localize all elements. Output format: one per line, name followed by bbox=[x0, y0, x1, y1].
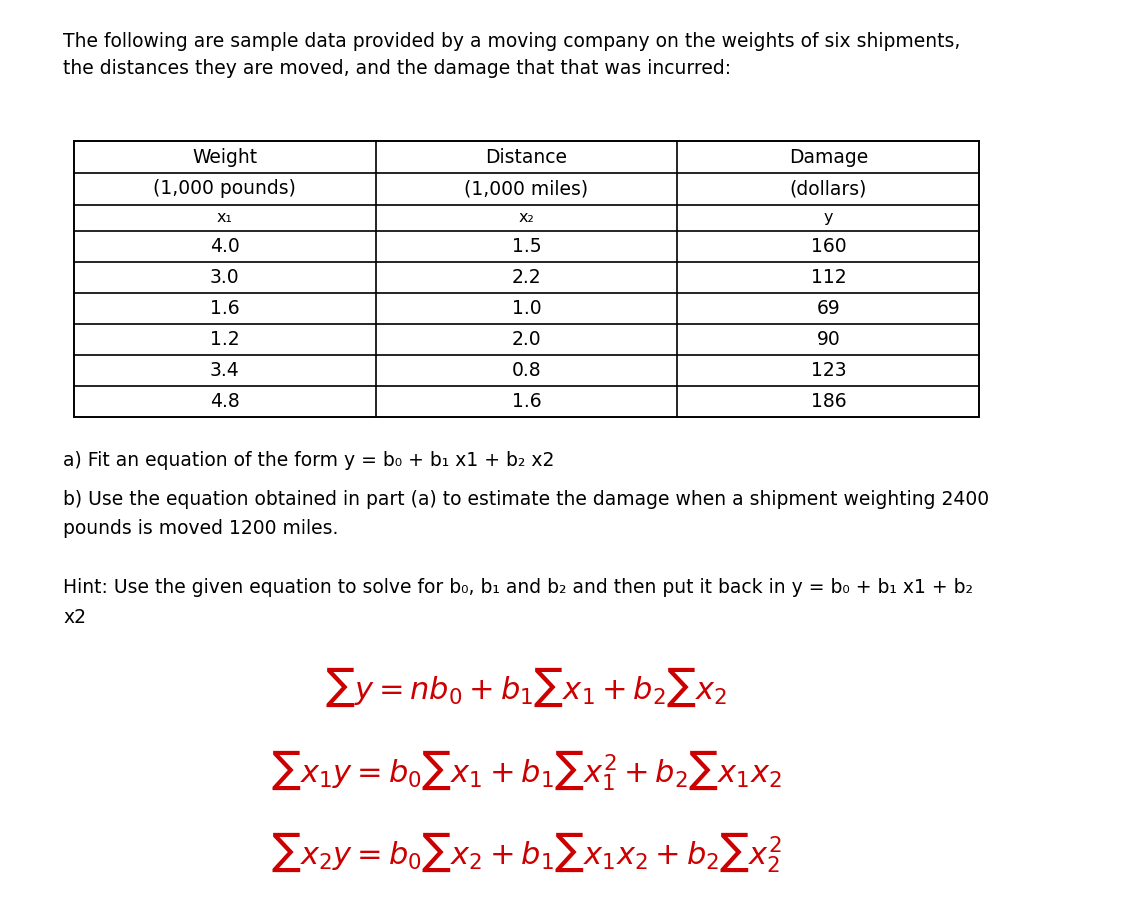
Text: x2: x2 bbox=[63, 608, 86, 627]
Text: 2.0: 2.0 bbox=[512, 330, 542, 349]
Text: 1.2: 1.2 bbox=[210, 330, 239, 349]
Text: $\sum x_2y = b_0\sum x_2 + b_1\sum x_1x_2 + b_2\sum x_2^2$: $\sum x_2y = b_0\sum x_2 + b_1\sum x_1x_… bbox=[271, 830, 782, 874]
Text: x₂: x₂ bbox=[519, 210, 535, 225]
Text: (dollars): (dollars) bbox=[790, 179, 867, 199]
Bar bbox=[73, 141, 979, 417]
Text: 69: 69 bbox=[816, 299, 840, 318]
Text: 3.4: 3.4 bbox=[210, 361, 239, 380]
Text: 1.6: 1.6 bbox=[210, 299, 239, 318]
Text: y: y bbox=[823, 210, 834, 225]
Text: Distance: Distance bbox=[485, 148, 568, 167]
Text: 0.8: 0.8 bbox=[512, 361, 542, 380]
Text: 160: 160 bbox=[811, 237, 846, 256]
Text: $\sum x_1y = b_0\sum x_1 + b_1\sum x_1^2 + b_2\sum x_1x_2$: $\sum x_1y = b_0\sum x_1 + b_1\sum x_1^2… bbox=[271, 748, 782, 792]
Text: The following are sample data provided by a moving company on the weights of six: The following are sample data provided b… bbox=[63, 32, 961, 51]
Text: Damage: Damage bbox=[789, 148, 868, 167]
Text: a) Fit an equation of the form y = b₀ + b₁ x1 + b₂ x2: a) Fit an equation of the form y = b₀ + … bbox=[63, 451, 554, 470]
Text: (1,000 pounds): (1,000 pounds) bbox=[153, 179, 297, 199]
Text: pounds is moved 1200 miles.: pounds is moved 1200 miles. bbox=[63, 519, 339, 538]
Text: 2.2: 2.2 bbox=[512, 268, 542, 287]
Text: 1.5: 1.5 bbox=[512, 237, 542, 256]
Text: x₁: x₁ bbox=[216, 210, 232, 225]
Text: b) Use the equation obtained in part (a) to estimate the damage when a shipment : b) Use the equation obtained in part (a)… bbox=[63, 490, 989, 509]
Text: 4.0: 4.0 bbox=[210, 237, 239, 256]
Text: (1,000 miles): (1,000 miles) bbox=[465, 179, 589, 199]
Text: 1.0: 1.0 bbox=[512, 299, 542, 318]
Text: Hint: Use the given equation to solve for b₀, b₁ and b₂ and then put it back in : Hint: Use the given equation to solve fo… bbox=[63, 578, 973, 598]
Text: Weight: Weight bbox=[192, 148, 258, 167]
Text: the distances they are moved, and the damage that that was incurred:: the distances they are moved, and the da… bbox=[63, 59, 732, 78]
Text: 90: 90 bbox=[816, 330, 840, 349]
Text: 186: 186 bbox=[811, 393, 846, 411]
Text: 112: 112 bbox=[811, 268, 846, 287]
Text: $\sum y = nb_0 + b_1\sum x_1 + b_2\sum x_2$: $\sum y = nb_0 + b_1\sum x_1 + b_2\sum x… bbox=[325, 666, 727, 710]
Text: 3.0: 3.0 bbox=[210, 268, 239, 287]
Text: 4.8: 4.8 bbox=[210, 393, 239, 411]
Text: 123: 123 bbox=[811, 361, 846, 380]
Text: 1.6: 1.6 bbox=[512, 393, 542, 411]
